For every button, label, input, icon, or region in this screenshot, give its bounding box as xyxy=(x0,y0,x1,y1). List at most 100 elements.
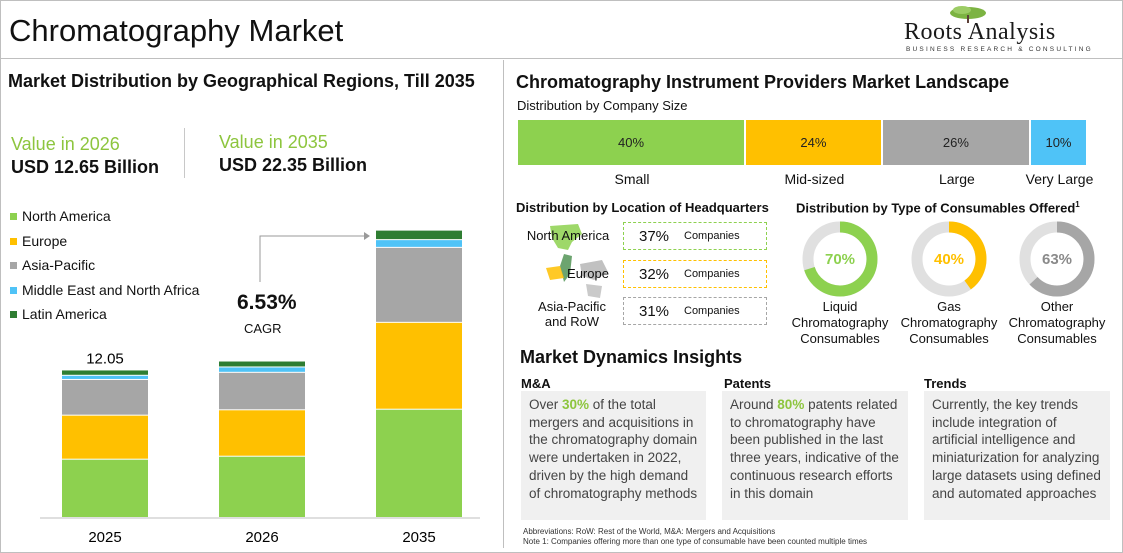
donut-label: Gas Chromatography Consumables xyxy=(894,299,1004,347)
legend-swatch xyxy=(10,237,17,245)
world-map-icon xyxy=(546,224,608,298)
legend-label: Middle East and North Africa xyxy=(22,281,200,298)
cagr-arrow-head-icon xyxy=(364,232,370,240)
bar-segment xyxy=(219,410,305,456)
regional-stacked-bar-chart: 2025 12.05 2026 2035 xyxy=(40,230,480,546)
donut-label-line: Liquid xyxy=(822,299,858,314)
ma-highlight: 30% xyxy=(562,397,590,412)
bar-segment xyxy=(62,379,148,415)
hq-percentage: 32% xyxy=(638,265,670,283)
value-2026-label: Value in 2026 xyxy=(11,134,120,154)
donut-label-line: Other xyxy=(1040,299,1074,314)
size-label: Very Large xyxy=(1025,171,1094,187)
bar-total-label: 12.05 xyxy=(86,350,124,367)
trends-insight-box: Currently, the key trends include integr… xyxy=(924,391,1110,520)
legend-label: Latin America xyxy=(22,306,107,323)
legend-label: North America xyxy=(22,208,111,224)
legend-swatch xyxy=(10,262,17,270)
donut-label-line: Chromatography xyxy=(900,315,998,330)
bar-segment xyxy=(219,456,305,517)
bar-segment xyxy=(62,415,148,459)
size-segment: 26% xyxy=(882,120,1031,165)
patents-heading: Patents xyxy=(724,376,771,391)
bar-segment xyxy=(62,459,148,517)
value-2035-amount: USD 22.35 Billion xyxy=(219,155,368,175)
hq-unit: Companies xyxy=(684,230,740,242)
legend-swatch xyxy=(10,286,17,294)
legend-swatch xyxy=(10,311,17,319)
bar-segment xyxy=(62,375,148,379)
hq-percentage: 31% xyxy=(638,302,670,320)
donut-label-line: Consumables xyxy=(1017,331,1097,346)
x-tick-label: 2025 xyxy=(88,529,121,546)
donut-arc xyxy=(1019,221,1095,297)
hq-value-box: 31% Companies xyxy=(623,297,767,325)
bar-segment xyxy=(376,240,462,247)
size-label: Large xyxy=(938,171,975,187)
cagr-value: 6.53% xyxy=(237,291,297,314)
header: Chromatography Market Roots Analysis BUS… xyxy=(1,1,1122,59)
size-label: Mid-sized xyxy=(784,171,845,187)
ma-text-pre: Over xyxy=(529,397,563,412)
ma-insight-box: Over 30% of the total mergers and acquis… xyxy=(521,391,706,520)
ma-heading: M&A xyxy=(521,376,551,391)
consumables-title-text: Distribution by Type of Consumables Offe… xyxy=(796,200,1076,216)
hq-value-box: 37% Companies xyxy=(623,222,767,250)
bar-segment xyxy=(376,322,462,409)
donut-label-line: Gas xyxy=(937,299,961,314)
ma-text-post: of the total mergers and acquisitions in… xyxy=(529,397,698,501)
donut-chart: 70% xyxy=(802,221,878,297)
donut-label-line: Chromatography xyxy=(1008,315,1106,330)
cagr-arrow-line xyxy=(259,235,364,282)
donut-label: Liquid Chromatography Consumables xyxy=(785,299,895,347)
x-tick-label: 2035 xyxy=(402,529,435,546)
consumables-title: Distribution by Type of Consumables Offe… xyxy=(796,200,1080,215)
bar-segment xyxy=(219,372,305,410)
size-segment: 24% xyxy=(746,120,883,165)
cagr-label: CAGR xyxy=(244,321,282,336)
donut-value: 40% xyxy=(934,251,964,268)
x-tick-label: 2026 xyxy=(245,529,278,546)
abbreviations-note: Abbreviations: RoW: Rest of the World, M… xyxy=(523,527,776,536)
size-label: Small xyxy=(614,171,650,187)
patents-text-post: patents related to chromatography have b… xyxy=(730,397,899,501)
legend-label: Europe xyxy=(22,232,68,249)
value-separator xyxy=(184,128,185,178)
hq-distribution-title: Distribution by Location of Headquarters xyxy=(516,200,769,215)
legend-swatch xyxy=(10,213,17,220)
value-2035-label: Value in 2035 xyxy=(219,132,328,152)
hq-value-box: 32% Companies xyxy=(623,260,767,288)
company-size-bar: 40% 24% 26% 10% xyxy=(518,120,1088,165)
bar-segment xyxy=(376,247,462,322)
donut-label-line: Consumables xyxy=(909,331,989,346)
bar-segment xyxy=(376,230,462,240)
logo-name: Roots Analysis xyxy=(904,19,1056,45)
donut-chart: 40% xyxy=(911,221,987,297)
hq-unit: Companies xyxy=(684,268,740,280)
size-segment: 10% xyxy=(1030,120,1088,165)
size-segment: 40% xyxy=(518,120,746,165)
left-panel-title: Market Distribution by Geographical Regi… xyxy=(8,71,475,91)
tree-logo-icon xyxy=(950,6,986,23)
bar-segment xyxy=(219,367,305,372)
donut-label-line: Consumables xyxy=(800,331,880,346)
roots-analysis-logo: Roots Analysis BUSINESS RESEARCH & CONSU… xyxy=(896,5,1111,57)
hq-region-label: North America xyxy=(526,228,610,243)
bar-segment xyxy=(219,361,305,367)
page-title: Chromatography Market xyxy=(9,13,344,48)
company-size-subtitle: Distribution by Company Size xyxy=(517,98,688,113)
trends-text: Currently, the key trends include integr… xyxy=(932,397,1101,501)
bar-segment xyxy=(376,409,462,517)
consumables-title-sup: 1 xyxy=(1075,200,1080,209)
patents-insight-box: Around 80% patents related to chromatogr… xyxy=(722,391,908,520)
right-panel-title: Chromatography Instrument Providers Mark… xyxy=(516,72,1010,92)
trends-heading: Trends xyxy=(924,376,967,391)
market-dynamics-title: Market Dynamics Insights xyxy=(520,347,743,367)
donut-arc xyxy=(911,221,987,297)
hq-region-label: Europe xyxy=(567,266,609,281)
footnote-1: Note 1: Companies offering more than one… xyxy=(523,537,868,546)
donut-label: Other Chromatography Consumables xyxy=(1002,299,1112,347)
donut-value: 70% xyxy=(825,251,855,268)
hq-percentage: 37% xyxy=(638,227,670,245)
donut-chart: 63% xyxy=(1019,221,1095,297)
